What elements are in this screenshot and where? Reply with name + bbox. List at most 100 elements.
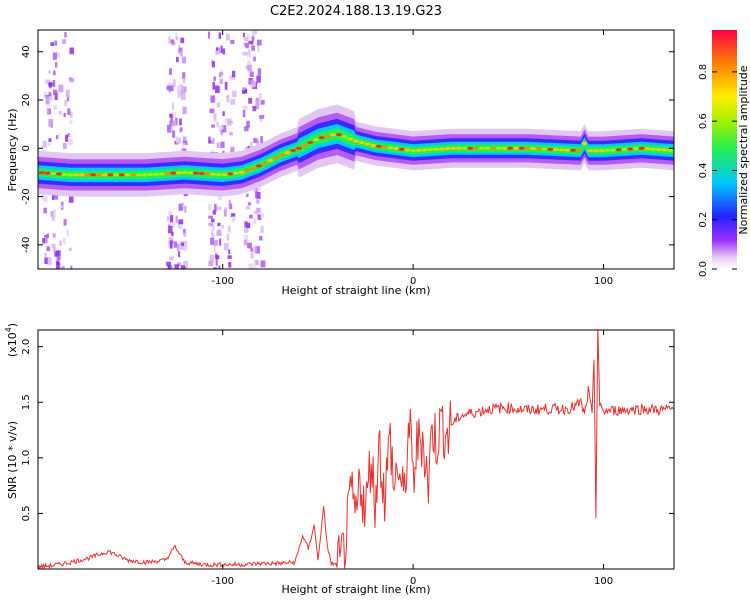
spectral-peak xyxy=(518,146,525,150)
noise-speckle xyxy=(230,213,236,217)
spectral-peak xyxy=(113,173,120,177)
noise-speckle xyxy=(171,120,175,127)
noise-speckle xyxy=(177,90,182,97)
noise-speckle xyxy=(245,147,248,151)
noise-speckle xyxy=(218,47,221,54)
noise-speckle xyxy=(184,205,187,213)
noise-speckle xyxy=(228,76,232,80)
noise-speckle xyxy=(210,237,215,245)
snr-series-line xyxy=(38,330,674,569)
spectral-peak xyxy=(387,146,394,150)
noise-speckle xyxy=(174,264,179,269)
spectral-peak xyxy=(615,148,622,152)
noise-speckle xyxy=(166,215,170,222)
spectrogram-x-tick-label: -100 xyxy=(211,276,234,287)
noise-speckle xyxy=(49,268,54,269)
spectral-peak xyxy=(610,148,617,152)
noise-speckle xyxy=(167,82,173,88)
noise-speckle xyxy=(216,102,220,108)
noise-speckle xyxy=(182,72,186,80)
spectrogram-y-tick-label: 0 xyxy=(21,145,32,151)
noise-speckle xyxy=(215,258,218,266)
spectral-peak xyxy=(415,148,422,152)
noise-speckle xyxy=(211,233,215,238)
noise-speckle xyxy=(48,96,53,102)
spectral-peak xyxy=(175,171,182,175)
noise-speckle xyxy=(247,202,252,206)
noise-speckle xyxy=(63,112,66,118)
noise-speckle xyxy=(51,213,55,221)
noise-speckle xyxy=(253,210,259,214)
noise-speckle xyxy=(229,132,233,136)
spectral-peak xyxy=(535,147,542,151)
noise-speckle xyxy=(219,128,222,132)
noise-speckle xyxy=(251,45,256,51)
noise-speckle xyxy=(67,96,70,102)
noise-speckle xyxy=(207,31,211,39)
noise-speckle xyxy=(243,42,247,47)
noise-speckle xyxy=(167,265,171,269)
noise-speckle xyxy=(183,228,186,235)
colorbar-tick-label: 0.2 xyxy=(698,212,709,228)
spectral-peak xyxy=(581,141,588,145)
noise-speckle xyxy=(227,255,232,259)
noise-speckle xyxy=(52,89,58,96)
noise-speckle xyxy=(211,61,215,68)
spectral-peak xyxy=(490,146,497,150)
noise-speckle xyxy=(210,95,216,103)
noise-speckle xyxy=(169,240,173,249)
spectrogram-ticks: -100 0 100 -40 -20 0 20 40 xyxy=(21,30,674,287)
noise-speckle xyxy=(245,222,251,229)
noise-speckle xyxy=(166,261,171,266)
spectral-peak xyxy=(78,173,85,177)
noise-speckle xyxy=(170,39,175,44)
noise-speckle xyxy=(256,75,261,83)
spectral-peak xyxy=(250,166,257,170)
noise-speckle xyxy=(208,136,211,143)
noise-speckle xyxy=(169,85,174,91)
noise-speckle xyxy=(43,207,47,214)
noise-speckle xyxy=(224,207,228,212)
noise-speckle xyxy=(243,37,248,42)
noise-speckle xyxy=(168,210,172,216)
snr-background xyxy=(38,330,674,569)
noise-speckle xyxy=(213,76,216,82)
noise-speckle xyxy=(177,44,181,51)
noise-speckle xyxy=(46,257,52,265)
noise-speckle xyxy=(53,105,58,110)
noise-speckle xyxy=(212,82,216,90)
noise-speckle xyxy=(228,199,232,208)
spectral-peak xyxy=(290,148,297,152)
noise-speckle xyxy=(44,257,48,265)
spectral-peak xyxy=(501,146,508,150)
noise-speckle xyxy=(54,62,58,68)
snr-y-tick-label: 2.0 xyxy=(21,339,32,355)
noise-speckle xyxy=(257,39,262,46)
noise-speckle xyxy=(181,142,186,147)
figure-title: C2E2.2024.188.13.19.G23 xyxy=(270,4,442,19)
noise-speckle xyxy=(253,137,258,143)
spectral-peak xyxy=(410,149,417,153)
spectral-peak xyxy=(650,147,657,151)
noise-speckle xyxy=(170,113,173,122)
noise-speckle xyxy=(179,243,184,250)
noise-speckle xyxy=(174,266,178,269)
noise-speckle xyxy=(208,215,213,219)
noise-speckle xyxy=(50,42,55,46)
noise-speckle xyxy=(57,133,61,139)
noise-speckle xyxy=(248,40,253,45)
noise-speckle xyxy=(50,210,55,217)
spectral-band xyxy=(38,124,674,183)
spectrogram-frame xyxy=(37,29,675,270)
noise-speckle xyxy=(47,142,51,146)
noise-speckle xyxy=(65,90,70,97)
spectral-peak xyxy=(107,173,114,177)
noise-speckle xyxy=(226,233,230,241)
noise-speckle xyxy=(180,49,183,57)
spectral-peak xyxy=(627,147,634,151)
noise-speckle xyxy=(222,111,225,116)
noise-speckle xyxy=(260,99,265,105)
noise-speckle xyxy=(218,32,222,39)
spectral-peak xyxy=(90,173,97,177)
